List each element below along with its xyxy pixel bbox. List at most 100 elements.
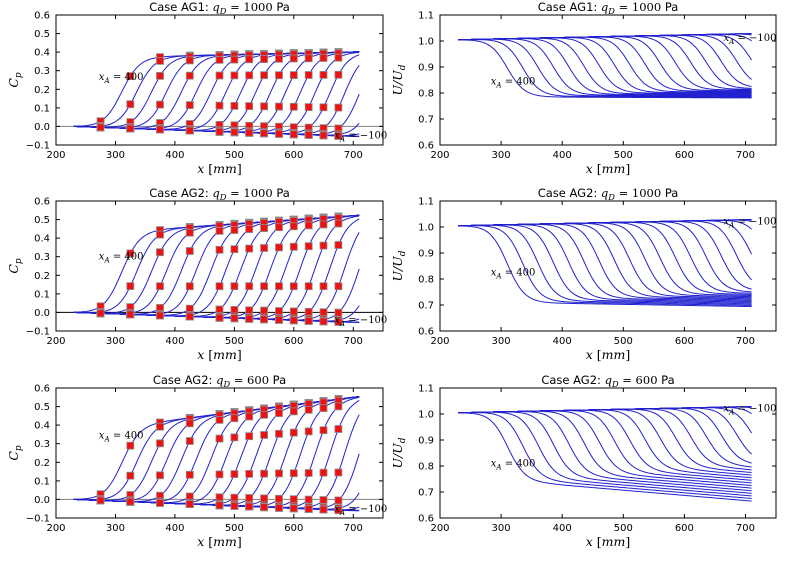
y-tick-label: 0.5	[34, 402, 50, 413]
x-tick-label: 700	[736, 336, 755, 347]
marker	[334, 425, 343, 433]
marker	[230, 226, 239, 234]
marker	[319, 317, 328, 326]
marker	[230, 305, 239, 314]
marker	[126, 441, 135, 450]
marker	[245, 244, 254, 253]
marker	[230, 470, 239, 479]
marker	[275, 129, 283, 138]
y-tick-label: 0.3	[34, 439, 50, 450]
marker	[215, 282, 224, 291]
y-tick-label: 0.7	[418, 488, 434, 499]
marker	[319, 131, 328, 140]
axes-frame	[439, 200, 777, 332]
y-tick-label: 0.6	[34, 197, 50, 208]
y-tick-label: 0.3	[34, 252, 50, 263]
y-tick-label: 0.4	[34, 234, 50, 245]
y-tick-label: −0.1	[26, 141, 50, 152]
curve-xA--100	[458, 33, 752, 41]
x-tick-label: 400	[165, 150, 184, 161]
x-tick-label: 300	[492, 336, 511, 347]
marker	[319, 404, 328, 413]
plot-title: Case AG2: qD = 1000 Pa	[149, 186, 290, 202]
y-axis-label: U/Ud	[390, 64, 408, 95]
marker	[275, 315, 283, 324]
marker	[156, 57, 164, 65]
marker	[260, 55, 269, 63]
marker	[289, 102, 298, 111]
marker	[215, 226, 224, 235]
marker	[245, 102, 254, 110]
marker	[126, 497, 135, 506]
curve-xA-400	[458, 412, 752, 502]
y-tick-label: 0.8	[418, 275, 434, 286]
marker	[260, 71, 269, 80]
marker	[245, 225, 254, 234]
y-tick-label: 0.9	[418, 249, 434, 260]
x-tick-label: 700	[344, 150, 363, 161]
marker	[185, 437, 194, 445]
x-tick-label: 500	[614, 523, 633, 534]
marker	[260, 410, 269, 419]
marker	[275, 429, 283, 438]
marker	[334, 70, 343, 79]
marker	[275, 409, 283, 418]
curve-annotation: xA = −100	[334, 504, 387, 517]
y-tick-label: 0.6	[34, 11, 50, 22]
marker	[275, 282, 283, 291]
x-tick-label: 400	[553, 150, 572, 161]
x-tick-label: 500	[225, 150, 244, 161]
x-tick-label: 200	[430, 150, 449, 161]
curve-xA-400	[458, 39, 752, 99]
marker	[245, 412, 254, 421]
marker	[319, 71, 328, 79]
x-tick-label: 500	[614, 336, 633, 347]
x-tick-label: 400	[553, 336, 572, 347]
marker	[185, 500, 194, 509]
curve-xA-350	[458, 38, 752, 98]
marker	[215, 415, 224, 424]
curve-xA-225	[458, 223, 752, 300]
ticks	[55, 14, 383, 146]
marker	[304, 427, 313, 436]
x-tick-label: 200	[46, 336, 65, 347]
y-tick-label: 1.1	[418, 384, 434, 395]
marker	[156, 282, 164, 291]
marker	[230, 282, 239, 291]
pressure-tap-markers	[96, 212, 343, 326]
marker	[289, 130, 298, 139]
y-tick-label: 0.1	[34, 476, 50, 487]
marker	[289, 71, 298, 79]
subplot-ag2-600-u: 200 300 400 500 600 700 0.6 0.7 0.8 0.9 1.0 1.1 Case…	[390, 373, 777, 549]
marker	[126, 124, 135, 133]
y-tick-label: 1.0	[418, 410, 434, 421]
marker	[215, 245, 224, 254]
marker	[260, 244, 269, 252]
subplot-ag1-cp: 200 300 400 500 600 700 −0.1 0.0 0.1 0.2 0.3 0.4 0.5…	[6, 0, 387, 176]
marker	[304, 316, 313, 325]
pressure-tap-markers	[96, 395, 343, 515]
marker	[260, 431, 269, 439]
tick-labels: 200 300 400 500 600 700 −0.1 0.0 0.1 0.2 0.3 0.4 0.5…	[26, 11, 363, 162]
marker	[215, 434, 224, 443]
y-tick-label: 0.6	[418, 141, 434, 152]
marker	[245, 128, 254, 137]
marker	[304, 307, 313, 316]
marker	[260, 494, 269, 503]
marker	[96, 309, 105, 318]
marker	[156, 311, 164, 320]
subplot-ag2-1000-cp: 200 300 400 500 600 700 −0.1 0.0 0.1 0.2 0.3 0.4 0.5…	[6, 186, 387, 362]
marker	[260, 306, 269, 315]
marker	[156, 498, 164, 507]
subplot-ag2-1000-u: 200 300 400 500 600 700 0.6 0.7 0.8 0.9 1.0 1.1 Case…	[390, 186, 777, 362]
curve-annotation: xA = −100	[334, 315, 387, 328]
marker	[334, 468, 343, 477]
ticks	[55, 387, 383, 519]
marker	[289, 504, 298, 513]
marker	[126, 310, 135, 319]
y-tick-label: 0.4	[34, 48, 50, 59]
marker	[319, 496, 328, 504]
curve-xA-400	[458, 225, 752, 308]
